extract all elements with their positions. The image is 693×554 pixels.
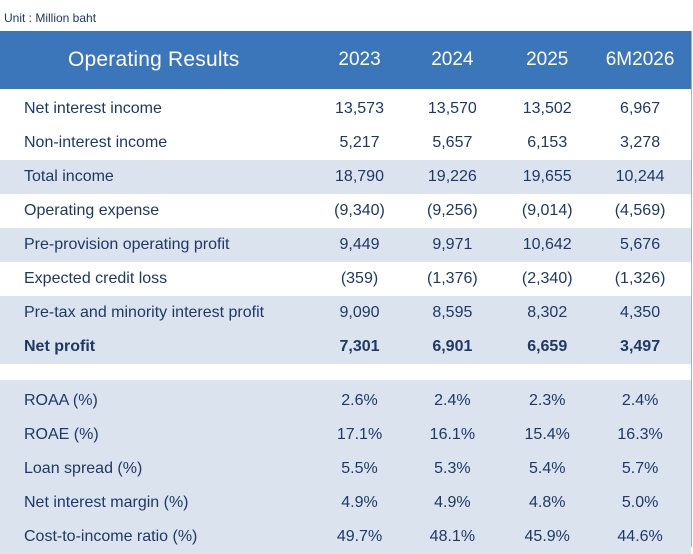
cell-value: 17.1%	[336, 426, 383, 443]
row-label: Total income	[24, 168, 114, 185]
table-row: Pre-provision operating profit 9,449 9,9…	[0, 228, 691, 262]
cell-value: 13,502	[522, 100, 572, 117]
cell-value: 6,967	[620, 100, 661, 117]
table-title: Operating Results	[68, 48, 240, 71]
ratio-section-top	[0, 380, 691, 384]
cell-value: 7,301	[339, 338, 380, 355]
table-header: Operating Results 2023 2024 2025 6M2026	[0, 31, 691, 89]
cell-value: 9,971	[432, 236, 473, 253]
cell-value: 4.9%	[341, 494, 378, 511]
row-label: Pre-tax and minority interest profit	[24, 304, 265, 321]
cell-value: (1,326)	[614, 270, 666, 287]
cell-value: 2.4%	[621, 392, 659, 409]
cell-value: 44.6%	[617, 528, 663, 545]
ratio-row: Cost-to-income ratio (%) 49.7% 48.1% 45.…	[0, 520, 691, 554]
cell-value: 10,642	[522, 236, 572, 253]
unit-note: Unit : Million baht	[4, 11, 97, 25]
row-label: ROAE (%)	[24, 426, 99, 443]
cell-value: 4.9%	[434, 494, 471, 511]
cell-value: 13,570	[427, 100, 477, 117]
cell-value: 5,676	[620, 236, 661, 253]
cell-value: 3,278	[620, 134, 661, 151]
table-row: Operating expense (9,340) (9,256) (9,014…	[0, 194, 691, 228]
cell-value: (4,569)	[614, 202, 666, 219]
cell-value: 45.9%	[524, 528, 570, 545]
cell-value: 5,657	[432, 134, 473, 151]
cell-value: 6,901	[432, 338, 473, 355]
row-label: Net interest income	[24, 100, 162, 117]
column-header-2023: 2023	[338, 49, 381, 70]
cell-value: (1,376)	[427, 270, 478, 287]
cell-value: 49.7%	[336, 528, 383, 545]
cell-value: 19,655	[522, 168, 572, 185]
cell-value: 5.3%	[434, 460, 471, 477]
cell-value: 2.3%	[528, 392, 566, 409]
table-row: Total income 18,790 19,226 19,655 10,244	[0, 160, 691, 194]
header-gap	[0, 89, 691, 92]
table-row: Non-interest income 5,217 5,657 6,153 3,…	[0, 126, 691, 160]
cell-value: 6,153	[527, 134, 568, 151]
table-row: Pre-tax and minority interest profit 9,0…	[0, 296, 691, 330]
cell-value: 5.5%	[341, 460, 378, 477]
cell-value: 13,573	[335, 100, 384, 117]
cell-value: 5,217	[339, 134, 380, 151]
row-label: Net interest margin (%)	[24, 494, 189, 511]
cell-value: 16.3%	[617, 426, 663, 443]
cell-value: 4,350	[620, 304, 661, 321]
cell-value: 48.1%	[429, 528, 476, 545]
cell-value: 5.7%	[621, 460, 659, 477]
ratio-row: Net interest margin (%) 4.9% 4.9% 4.8% 5…	[0, 486, 691, 520]
cell-value: (9,014)	[521, 202, 573, 219]
row-label: Net profit	[24, 338, 96, 355]
cell-value: 16.1%	[429, 426, 476, 443]
cell-value: 10,244	[615, 168, 665, 185]
section-divider	[0, 364, 691, 380]
cell-value: 5.0%	[621, 494, 659, 511]
ratio-row: Loan spread (%) 5.5% 5.3% 5.4% 5.7%	[0, 452, 691, 486]
cell-value: 6,659	[527, 338, 568, 355]
cell-value: (359)	[340, 270, 379, 287]
column-header-6m2026: 6M2026	[605, 49, 675, 70]
row-label: Non-interest income	[24, 134, 168, 151]
column-header-2025: 2025	[526, 49, 569, 70]
row-label: Loan spread (%)	[24, 460, 143, 477]
operating-results-table: Operating Results 2023 2024 2025 6M2026 …	[0, 31, 692, 554]
row-label: Expected credit loss	[24, 270, 168, 287]
cell-value: 8,595	[432, 304, 473, 321]
ratio-row: ROAA (%) 2.6% 2.4% 2.3% 2.4%	[0, 384, 691, 418]
row-label: Cost-to-income ratio (%)	[24, 528, 198, 545]
cell-value: 18,790	[335, 168, 384, 185]
cell-value: 9,090	[339, 304, 380, 321]
cell-value: 15.4%	[524, 426, 570, 443]
cell-value: (2,340)	[521, 270, 573, 287]
row-label: Pre-provision operating profit	[24, 236, 230, 253]
row-label: ROAA (%)	[24, 392, 98, 409]
table-row: Expected credit loss (359) (1,376) (2,34…	[0, 262, 691, 296]
column-header-2024: 2024	[431, 49, 474, 70]
row-label: Operating expense	[24, 202, 160, 219]
cell-value: (9,256)	[427, 202, 478, 219]
cell-value: 19,226	[427, 168, 477, 185]
table-row-net-profit: Net profit 7,301 6,901 6,659 3,497	[0, 330, 691, 364]
ratio-row: ROAE (%) 17.1% 16.1% 15.4% 16.3%	[0, 418, 691, 452]
cell-value: 2.6%	[341, 392, 378, 409]
cell-value: 9,449	[339, 236, 380, 253]
cell-value: 2.4%	[434, 392, 471, 409]
cell-value: 3,497	[620, 338, 661, 355]
cell-value: 8,302	[527, 304, 568, 321]
table-row: Net interest income 13,573 13,570 13,502…	[0, 92, 691, 126]
cell-value: 4.8%	[528, 494, 566, 511]
cell-value: 5.4%	[528, 460, 566, 477]
cell-value: (9,340)	[334, 202, 385, 219]
